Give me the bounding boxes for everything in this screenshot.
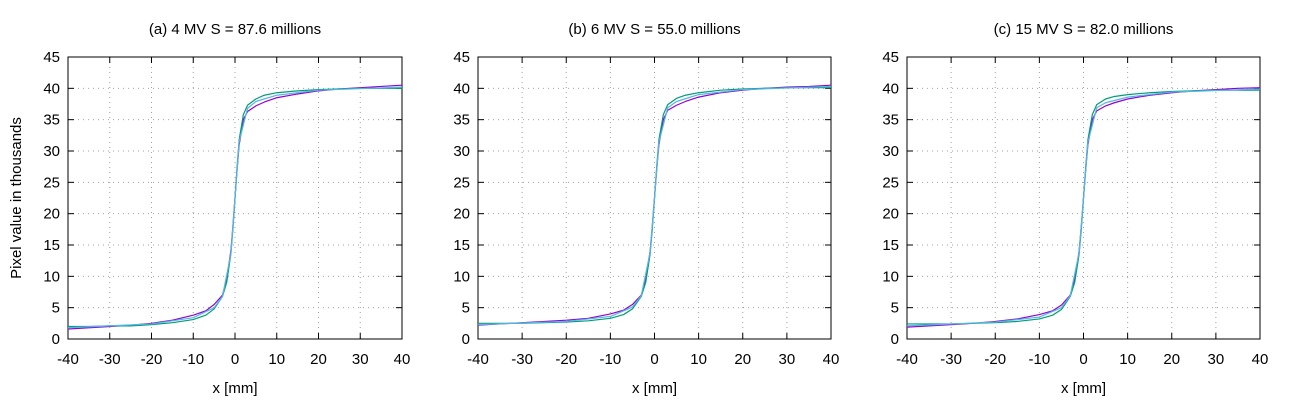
y-tick-label: 45 <box>453 49 470 66</box>
x-tick-label: 40 <box>394 351 411 368</box>
y-tick-label: 30 <box>453 143 470 160</box>
x-tick-label: -40 <box>896 351 918 368</box>
x-tick-label: 30 <box>1208 351 1225 368</box>
x-tick-label: -20 <box>984 351 1006 368</box>
x-tick-label: -30 <box>511 351 533 368</box>
y-tick-label: 35 <box>453 112 470 129</box>
x-axis-label: x [mm] <box>213 380 258 397</box>
y-tick-label: 25 <box>882 174 899 191</box>
x-tick-label: -30 <box>940 351 962 368</box>
x-tick-label: -20 <box>141 351 163 368</box>
x-tick-label: 30 <box>352 351 369 368</box>
x-tick-label: 10 <box>268 351 285 368</box>
y-tick-label: 5 <box>462 300 470 317</box>
series-line-2 <box>906 88 1261 327</box>
y-tick-label: 10 <box>882 268 899 285</box>
y-tick-label: 5 <box>52 300 60 317</box>
y-tick-label: 40 <box>453 80 470 97</box>
y-tick-label: 5 <box>891 300 899 317</box>
y-tick-label: 45 <box>43 49 60 66</box>
y-tick-label: 25 <box>453 174 470 191</box>
x-tick-label: -20 <box>555 351 577 368</box>
chart-title: (a) 4 MV S = 87.6 millions <box>149 21 321 38</box>
x-tick-label: 0 <box>1079 351 1087 368</box>
y-tick-label: 30 <box>43 143 60 160</box>
x-tick-label: 20 <box>734 351 751 368</box>
y-tick-label: 0 <box>52 331 60 348</box>
x-tick-label: 0 <box>650 351 658 368</box>
y-tick-label: 45 <box>882 49 899 66</box>
series-line-2 <box>477 85 832 326</box>
x-tick-label: 40 <box>823 351 840 368</box>
y-tick-label: 15 <box>882 237 899 254</box>
x-tick-label: 10 <box>1119 351 1136 368</box>
y-tick-label: 20 <box>43 206 60 223</box>
x-tick-label: 10 <box>690 351 707 368</box>
x-tick-label: 40 <box>1252 351 1269 368</box>
x-tick-label: 30 <box>779 351 796 368</box>
y-tick-label: 40 <box>882 80 899 97</box>
y-tick-label: 35 <box>43 112 60 129</box>
y-tick-label: 10 <box>453 268 470 285</box>
x-axis-label: x [mm] <box>1061 380 1106 397</box>
x-axis-label: x [mm] <box>632 380 677 397</box>
y-tick-label: 15 <box>43 237 60 254</box>
y-tick-label: 30 <box>882 143 899 160</box>
y-tick-label: 25 <box>43 174 60 191</box>
chart-panel-1: -40 -30 -20 -10 0 10 20 30 40 0 5 10 15 20 25 30 35 40 45 (… <box>453 21 839 397</box>
series-line-2 <box>67 86 403 329</box>
y-tick-label: 20 <box>882 206 899 223</box>
y-tick-label: 20 <box>453 206 470 223</box>
x-tick-label: 20 <box>310 351 327 368</box>
chart-panel-2: -40 -30 -20 -10 0 10 20 30 40 0 5 10 15 20 25 30 35 40 45 (… <box>882 21 1268 397</box>
y-tick-label: 15 <box>453 237 470 254</box>
x-tick-label: -10 <box>600 351 622 368</box>
x-tick-label: -10 <box>1029 351 1051 368</box>
y-axis-label: Pixel value in thousands <box>8 117 25 279</box>
x-tick-label: -40 <box>467 351 489 368</box>
chart-panel-0: -40 -30 -20 -10 0 10 20 30 40 0 5 10 15 20 25 30 35 40 45 (… <box>8 21 410 397</box>
x-tick-label: 0 <box>231 351 239 368</box>
y-tick-label: 10 <box>43 268 60 285</box>
x-tick-label: -40 <box>57 351 79 368</box>
x-tick-label: 20 <box>1163 351 1180 368</box>
chart-title: (b) 6 MV S = 55.0 millions <box>568 21 740 38</box>
chart-title: (c) 15 MV S = 82.0 millions <box>994 21 1174 38</box>
x-tick-label: -30 <box>99 351 121 368</box>
y-tick-label: 0 <box>462 331 470 348</box>
x-tick-label: -10 <box>182 351 204 368</box>
y-tick-label: 40 <box>43 80 60 97</box>
y-tick-label: 35 <box>882 112 899 129</box>
y-tick-label: 0 <box>891 331 899 348</box>
